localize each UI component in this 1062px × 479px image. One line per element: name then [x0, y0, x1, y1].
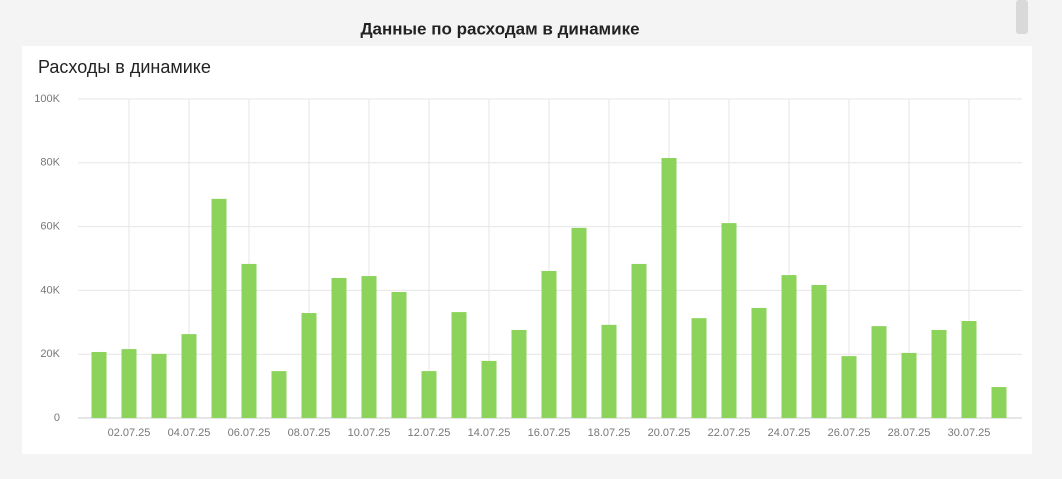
bar: [331, 277, 347, 418]
x-tick-label: 30.07.25: [948, 427, 991, 439]
bar: [481, 360, 497, 418]
bar: [151, 353, 167, 418]
x-tick-label: 10.07.25: [348, 427, 391, 439]
y-tick-label: 20K: [40, 348, 60, 360]
chart-title: Расходы в динамике: [38, 57, 211, 77]
y-tick-label: 0: [54, 412, 60, 424]
y-tick-label: 100K: [34, 93, 60, 105]
bar: [631, 263, 647, 418]
bar: [691, 318, 707, 418]
bar: [781, 275, 797, 418]
bar: [991, 387, 1007, 418]
x-tick-label: 28.07.25: [888, 427, 931, 439]
bar: [811, 284, 827, 418]
x-tick-label: 12.07.25: [408, 427, 451, 439]
page-title: Данные по расходам в динамике: [360, 19, 639, 38]
bar: [301, 313, 317, 418]
bar: [751, 307, 767, 418]
bar: [181, 334, 197, 418]
bar: [211, 198, 227, 418]
bar: [721, 223, 737, 418]
scrollbar[interactable]: [1016, 0, 1028, 34]
x-tick-label: 20.07.25: [648, 427, 691, 439]
bar: [931, 329, 947, 418]
x-tick-label: 04.07.25: [168, 427, 211, 439]
y-tick-label: 60K: [40, 221, 60, 233]
x-tick-label: 22.07.25: [708, 427, 751, 439]
bar: [91, 351, 107, 418]
bar: [841, 356, 857, 418]
bar: [271, 371, 287, 418]
bar: [901, 352, 917, 418]
x-tick-label: 16.07.25: [528, 427, 571, 439]
y-tick-label: 80K: [40, 157, 60, 169]
bar: [541, 270, 557, 418]
x-tick-label: 24.07.25: [768, 427, 811, 439]
bar: [511, 329, 527, 418]
bar: [601, 324, 617, 418]
x-tick-label: 26.07.25: [828, 427, 871, 439]
y-tick-label: 40K: [40, 284, 60, 296]
x-tick-label: 18.07.25: [588, 427, 631, 439]
x-tick-label: 08.07.25: [288, 427, 331, 439]
bar: [961, 321, 977, 418]
bar: [121, 349, 137, 418]
bar: [391, 291, 407, 418]
bar: [241, 263, 257, 418]
bar: [661, 158, 677, 418]
plot: 02.07.25 04.07.25 06.07.25 08.07.25 10.07.25…: [34, 93, 1022, 439]
bar: [871, 326, 887, 418]
bar: [451, 312, 467, 418]
bar: [361, 276, 377, 418]
bar: [571, 227, 587, 418]
x-tick-label: 06.07.25: [228, 427, 271, 439]
bar: [421, 371, 437, 418]
x-tick-label: 14.07.25: [468, 427, 511, 439]
x-tick-label: 02.07.25: [108, 427, 151, 439]
